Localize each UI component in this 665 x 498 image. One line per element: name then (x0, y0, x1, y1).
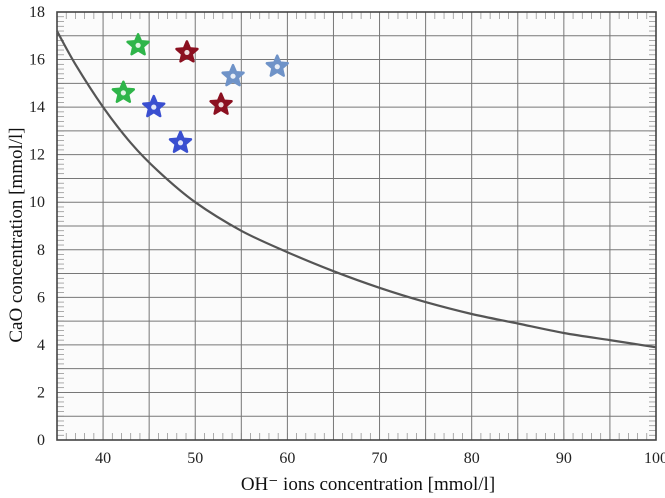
x-axis-title: OH⁻ ions concentration [mmol/l] (241, 474, 495, 495)
points-layer (111, 33, 289, 153)
y-tick-label: 16 (29, 52, 45, 69)
x-tick-label: 70 (372, 450, 388, 467)
data-point-center (177, 140, 184, 146)
y-tick-label: 0 (37, 432, 45, 449)
x-tick-label: 50 (187, 450, 203, 467)
data-point-center (274, 64, 280, 70)
curve-line (56, 30, 657, 349)
data-point-center (184, 49, 190, 56)
data-point-center (230, 73, 236, 79)
x-tick-label: 100 (644, 450, 665, 467)
data-point-center (120, 90, 126, 96)
x-tick-label: 90 (556, 450, 572, 467)
data-point-center (151, 104, 157, 110)
y-axis-title: CaO concentration [mmol/l] (6, 127, 27, 342)
y-tick-label: 10 (29, 194, 45, 211)
grid (56, 11, 657, 441)
x-tick-label: 40 (95, 450, 111, 467)
data-point-center (135, 42, 141, 48)
y-tick-label: 12 (29, 147, 45, 164)
y-tick-label: 18 (29, 4, 45, 21)
x-tick-label: 80 (464, 450, 480, 467)
x-tick-label: 60 (279, 450, 295, 467)
plot-frame (56, 11, 657, 441)
data-point-center (218, 102, 224, 108)
y-tick-label: 6 (37, 289, 45, 306)
y-tick-label: 4 (37, 337, 45, 354)
y-tick-label: 14 (29, 99, 45, 116)
y-tick-label: 2 (37, 384, 45, 401)
tick-labels: 40 50 60 70 80 90 100 0 2 4 6 8 10 12 14 16 18 (29, 4, 665, 467)
y-tick-label: 8 (37, 242, 45, 259)
curve-layer (56, 30, 657, 349)
